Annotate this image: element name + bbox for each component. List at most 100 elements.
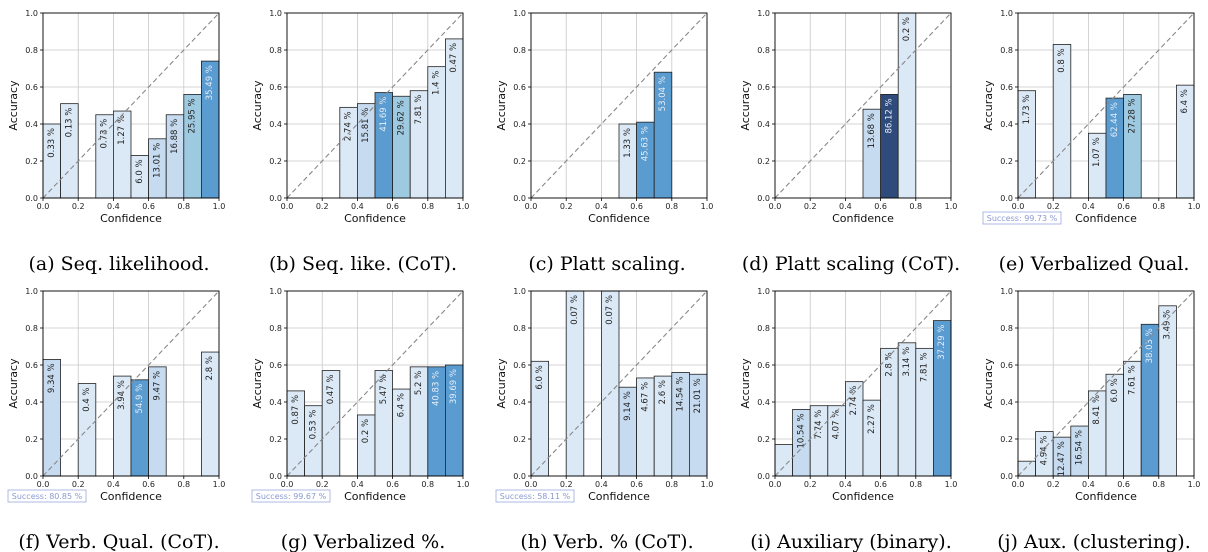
y-tick-label: 0.0 bbox=[757, 472, 770, 481]
x-tick-label: 0.2 bbox=[1047, 480, 1060, 489]
y-tick-label: 0.0 bbox=[757, 194, 770, 203]
x-tick-label: 0.0 bbox=[769, 202, 782, 211]
y-tick-label: 0.8 bbox=[269, 324, 282, 333]
y-tick-label: 0.8 bbox=[25, 46, 38, 55]
bar-label: 21.01 % bbox=[693, 378, 703, 413]
x-tick-label: 0.4 bbox=[595, 480, 608, 489]
y-axis-label: Accuracy bbox=[495, 358, 508, 409]
x-tick-label: 1.0 bbox=[213, 202, 226, 211]
y-axis-label: Accuracy bbox=[739, 358, 752, 409]
success-label: Success: 58.11 % bbox=[500, 492, 571, 501]
bar-label: 6.0 % bbox=[135, 159, 145, 183]
bar-label: 3.14 % bbox=[902, 347, 912, 377]
y-tick-label: 0.2 bbox=[513, 435, 526, 444]
y-tick-label: 0.8 bbox=[757, 324, 770, 333]
perfect-calibration-line bbox=[774, 290, 952, 477]
y-tick-label: 0.8 bbox=[1000, 46, 1013, 55]
success-box bbox=[251, 489, 331, 503]
x-tick-label: 0.0 bbox=[769, 480, 782, 489]
bar-label: 5.47 % bbox=[379, 375, 389, 405]
x-tick-label: 0.2 bbox=[72, 480, 85, 489]
y-tick-label: 0.4 bbox=[1000, 120, 1013, 129]
y-axis-label: Accuracy bbox=[7, 358, 20, 409]
calibration-bar bbox=[774, 444, 794, 477]
x-tick-label: 0.2 bbox=[316, 202, 329, 211]
x-tick-label: 1.0 bbox=[1188, 480, 1201, 489]
x-tick-label: 0.2 bbox=[804, 202, 817, 211]
bar-label: 3.49 % bbox=[1163, 310, 1173, 340]
y-tick-label: 0.2 bbox=[757, 435, 770, 444]
y-tick-label: 0.4 bbox=[757, 120, 770, 129]
bar-label: 0.53 % bbox=[308, 410, 318, 440]
subplot-4: 13.68 % 86.12 % 0.2 % 0.0 0.2 0.4 0.6 0.8 1.0 0.0… bbox=[739, 9, 960, 275]
success-box bbox=[982, 211, 1062, 225]
y-tick-label: 0.8 bbox=[1000, 324, 1013, 333]
x-axis-label: Confidence bbox=[100, 212, 162, 225]
bar-label: 9.47 % bbox=[152, 371, 162, 401]
y-tick-label: 0.4 bbox=[269, 120, 282, 129]
bar-label: 14.54 % bbox=[676, 376, 686, 411]
x-tick-label: 0.2 bbox=[560, 480, 573, 489]
y-tick-label: 1.0 bbox=[25, 9, 38, 18]
x-tick-label: 0.2 bbox=[316, 480, 329, 489]
y-axis-label: Accuracy bbox=[495, 80, 508, 131]
bar-label: 5.2 % bbox=[414, 371, 424, 395]
y-tick-label: 1.0 bbox=[513, 9, 526, 18]
y-tick-label: 1.0 bbox=[1000, 9, 1013, 18]
x-axis-label: Confidence bbox=[344, 212, 406, 225]
x-tick-label: 0.4 bbox=[351, 480, 364, 489]
x-tick-label: 0.4 bbox=[107, 202, 120, 211]
bar-label: 41.69 % bbox=[379, 97, 389, 132]
y-tick-label: 0.2 bbox=[269, 157, 282, 166]
y-tick-label: 0.4 bbox=[513, 398, 526, 407]
success-label: Success: 80.85 % bbox=[12, 492, 83, 501]
bar-label: 1.27 % bbox=[117, 115, 127, 145]
x-tick-label: 0.6 bbox=[142, 480, 155, 489]
x-axis-label: Confidence bbox=[344, 490, 406, 503]
bar-label: 2.74 % bbox=[849, 386, 859, 416]
x-tick-label: 0.6 bbox=[630, 480, 643, 489]
y-tick-label: 0.0 bbox=[513, 194, 526, 203]
y-tick-label: 0.0 bbox=[1000, 472, 1013, 481]
perfect-calibration-line bbox=[1017, 12, 1195, 199]
x-axis-label: Confidence bbox=[588, 490, 650, 503]
x-tick-label: 1.0 bbox=[457, 480, 470, 489]
subplot-caption: (g) Verbalized %. bbox=[281, 531, 446, 552]
y-tick-label: 0.0 bbox=[25, 472, 38, 481]
x-tick-label: 0.4 bbox=[839, 480, 852, 489]
subplot-caption: (e) Verbalized Qual. bbox=[999, 253, 1190, 275]
perfect-calibration-line bbox=[530, 290, 708, 477]
x-tick-label: 0.8 bbox=[1152, 202, 1165, 211]
success-label: Success: 99.73 % bbox=[987, 214, 1058, 223]
bar-label: 0.13 % bbox=[64, 108, 74, 138]
perfect-calibration-line bbox=[1017, 290, 1195, 477]
y-tick-label: 0.6 bbox=[25, 361, 38, 370]
y-tick-label: 0.0 bbox=[25, 194, 38, 203]
y-tick-label: 0.4 bbox=[269, 398, 282, 407]
subplot-caption: (d) Platt scaling (CoT). bbox=[742, 253, 960, 275]
y-tick-label: 0.6 bbox=[1000, 83, 1013, 92]
y-tick-label: 0.4 bbox=[25, 120, 38, 129]
bar-label: 6.0 % bbox=[1110, 378, 1120, 402]
x-tick-label: 0.6 bbox=[386, 202, 399, 211]
bar-label: 0.47 % bbox=[449, 43, 459, 73]
bar-label: 53.04 % bbox=[658, 76, 668, 111]
y-tick-label: 0.0 bbox=[269, 472, 282, 481]
bar-label: 0.8 % bbox=[1057, 48, 1067, 72]
x-tick-label: 0.0 bbox=[281, 202, 294, 211]
bar-label: 6.4 % bbox=[396, 393, 406, 417]
success-box bbox=[7, 489, 87, 503]
bar-label: 45.63 % bbox=[640, 126, 650, 161]
y-tick-label: 0.8 bbox=[269, 46, 282, 55]
axes-frame bbox=[774, 12, 952, 199]
bar-label: 7.61 % bbox=[1127, 365, 1137, 395]
x-tick-label: 0.4 bbox=[1082, 480, 1095, 489]
x-axis-label: Confidence bbox=[588, 212, 650, 225]
subplot-caption: (a) Seq. likelihood. bbox=[28, 253, 209, 275]
y-axis-label: Accuracy bbox=[982, 80, 995, 131]
bar-label: 0.4 % bbox=[82, 388, 92, 412]
axes-frame bbox=[286, 12, 464, 199]
bar-label: 7.81 % bbox=[920, 352, 930, 382]
y-tick-label: 1.0 bbox=[513, 287, 526, 296]
y-tick-label: 0.6 bbox=[513, 361, 526, 370]
